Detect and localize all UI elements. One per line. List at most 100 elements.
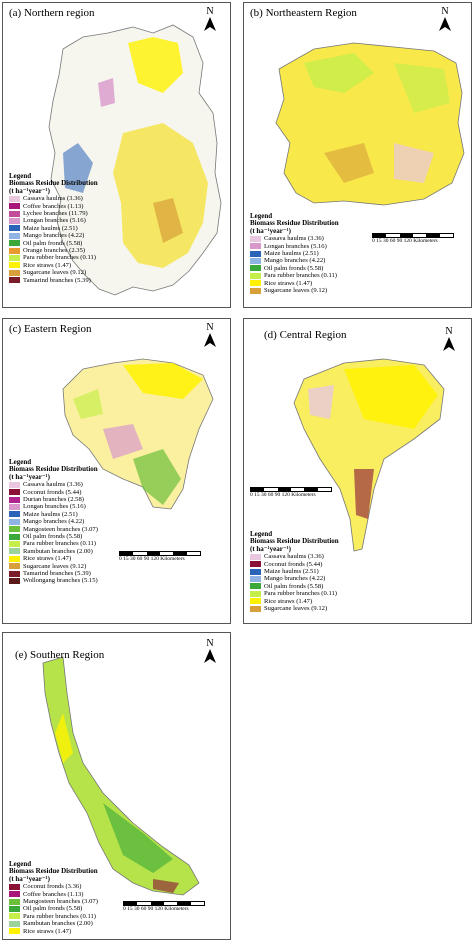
scale-unit: Kilometers — [291, 492, 316, 498]
legend-swatch — [9, 533, 20, 540]
legend-swatch — [9, 269, 20, 276]
legend-item: Mangosteen branches (3.07) — [9, 898, 98, 905]
legend-swatch — [250, 568, 261, 575]
north-arrow: N — [203, 323, 217, 347]
legend-swatch — [9, 504, 20, 511]
legend-item: Longan branches (5.16) — [9, 217, 98, 224]
legend-swatch — [250, 280, 261, 287]
legend: Legend Biomass Residue Distribution (t h… — [9, 860, 98, 935]
panel-title: (b) Northeastern Region — [250, 7, 357, 19]
legend-item: Oil palm fronds (5.58) — [9, 533, 98, 540]
legend-item: Mango branches (4.22) — [9, 232, 98, 239]
legend-swatch — [9, 481, 20, 488]
north-arrow: N — [203, 7, 217, 31]
legend-swatch — [9, 232, 20, 239]
legend-item: Para rubber branches (0.11) — [9, 540, 98, 547]
legend-item: Tamarind branches (5.39) — [9, 277, 98, 284]
scale-ticks: 0 15 30 60 90 120 — [119, 556, 159, 562]
north-letter: N — [445, 326, 453, 337]
scale-bar: 0 15 30 60 90 120 Kilometers — [123, 901, 205, 912]
legend-item: Rice straws (1.47) — [9, 928, 98, 935]
legend-label: Para rubber branches (0.11) — [23, 912, 96, 920]
legend-swatch — [9, 489, 20, 496]
legend-item: Para rubber branches (0.11) — [250, 590, 339, 597]
legend-item: Mangosteen branches (3.07) — [9, 526, 98, 533]
legend-heading: Legend — [9, 860, 32, 868]
scale-ticks: 0 15 30 60 90 120 — [123, 906, 163, 912]
legend-label: Rice straws (1.47) — [264, 279, 313, 287]
legend-heading: Legend — [250, 530, 273, 538]
legend-rows: Cassava haulms (3.36) Coffee branches (1.… — [9, 195, 98, 284]
legend-label: Wollongang branches (5.15) — [23, 577, 98, 585]
legend-item: Para rubber branches (0.11) — [9, 254, 98, 261]
legend-swatch — [9, 548, 20, 555]
legend-swatch — [250, 576, 261, 583]
legend-item: Oil palm fronds (5.58) — [9, 905, 98, 912]
legend-unit: (t ha⁻¹year⁻¹) — [9, 186, 50, 195]
legend-item: Oil palm fronds (5.58) — [250, 265, 339, 272]
legend-label: Cassava haulms (3.36) — [23, 481, 83, 489]
legend-item: Oil palm fronds (5.58) — [250, 583, 339, 590]
legend-item: Coconut fronds (5.44) — [9, 489, 98, 496]
legend-subtitle: Biomass Residue Distribution — [9, 465, 98, 474]
legend-swatch — [9, 906, 20, 913]
legend-item: Para rubber branches (0.11) — [250, 272, 339, 279]
legend-swatch — [250, 258, 261, 265]
legend-subtitle: Biomass Residue Distribution — [9, 867, 98, 876]
legend-swatch — [9, 920, 20, 927]
legend-swatch — [9, 518, 20, 525]
legend-swatch — [250, 561, 261, 568]
legend-swatch — [9, 262, 20, 269]
legend-subtitle: Biomass Residue Distribution — [250, 219, 339, 228]
legend-label: Rambutan branches (2.00) — [23, 920, 93, 928]
legend-swatch — [250, 272, 261, 279]
legend-item: Lychee branches (11.79) — [9, 210, 98, 217]
legend-swatch — [9, 277, 20, 284]
legend-item: Rice straws (1.47) — [250, 280, 339, 287]
north-arrow-icon — [204, 649, 216, 663]
central-region-map — [293, 358, 445, 552]
legend-swatch — [250, 598, 261, 605]
scale-bar: 0 15 30 60 90 120 Kilometers — [372, 233, 454, 244]
legend-swatch — [9, 570, 20, 577]
scale-bar-graphic — [250, 487, 332, 492]
legend-item: Maize haulms (2.51) — [250, 250, 339, 257]
panel-title: (e) Southern Region — [15, 649, 105, 661]
map-panel-southern: (e) Southern Region N Legend Biomass Res… — [2, 632, 231, 940]
legend-label: Oil palm fronds (5.58) — [23, 905, 83, 913]
north-letter: N — [441, 6, 449, 17]
legend-label: Rice straws (1.47) — [23, 555, 72, 563]
legend-item: Rambutan branches (2.00) — [9, 548, 98, 555]
legend-item: Coconut fronds (3.36) — [9, 883, 98, 890]
north-letter: N — [206, 6, 214, 17]
legend-item: Longan branches (5.16) — [9, 503, 98, 510]
legend-item: Tamarind branches (5.39) — [9, 570, 98, 577]
legend-label: Oil palm fronds (5.58) — [23, 532, 83, 540]
legend-label: Longan branches (5.16) — [23, 217, 86, 225]
scale-bar-graphic — [119, 551, 201, 556]
legend-label: Para rubber branches (0.11) — [264, 272, 337, 280]
legend-item: Coffee branches (1.13) — [9, 203, 98, 210]
north-arrow: N — [442, 327, 456, 351]
legend: Legend Biomass Residue Distribution (t h… — [250, 530, 339, 612]
legend-swatch — [250, 583, 261, 590]
legend-label: Coffee branches (1.13) — [23, 890, 84, 898]
north-letter: N — [206, 638, 214, 649]
legend-swatch — [9, 891, 20, 898]
scale-unit: Kilometers — [160, 556, 185, 562]
legend-label: Lychee branches (11.79) — [23, 210, 88, 217]
legend-label: Rambutan branches (2.00) — [23, 547, 93, 555]
map-panel-northern: (a) Northern region N Legend Biomass Res… — [2, 2, 231, 308]
legend-item: Sugarcane leaves (9.12) — [250, 287, 339, 294]
north-arrow-icon — [443, 337, 455, 351]
legend-heading: Legend — [9, 458, 32, 466]
legend-swatch — [9, 210, 20, 217]
panel-title: (d) Central Region — [264, 329, 347, 341]
legend-unit: (t ha⁻¹year⁻¹) — [250, 544, 291, 553]
legend: Legend Biomass Residue Distribution (t h… — [9, 458, 98, 585]
north-arrow-icon — [204, 333, 216, 347]
legend-label: Mango branches (4.22) — [264, 257, 326, 265]
legend-swatch — [9, 496, 20, 503]
legend-item: Para rubber branches (0.11) — [9, 913, 98, 920]
north-arrow: N — [203, 639, 217, 663]
